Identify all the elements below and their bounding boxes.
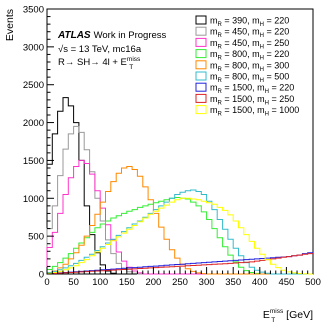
atlas-status: Work in Progress — [94, 30, 167, 41]
x-tick-label: 150 — [119, 277, 135, 288]
x-tick-label: 200 — [145, 277, 161, 288]
x-tick-label: 50 — [68, 277, 79, 288]
x-tick-label: 300 — [199, 277, 215, 288]
legend-swatch — [195, 15, 207, 25]
legend-label: mR = 1500, mH = 1000 — [210, 105, 299, 118]
y-tick-label: 3000 — [23, 42, 44, 53]
legend-swatch — [195, 82, 207, 92]
x-tick-label: 450 — [278, 277, 294, 288]
x-axis-title-unit: [GeV] — [283, 309, 313, 321]
legend-swatch — [195, 105, 207, 115]
atlas-label: ATLAS Work in Progress — [57, 30, 167, 41]
y-tick-label: 2500 — [23, 80, 44, 91]
x-axis-title-sub: T — [271, 317, 275, 324]
legend-swatch — [195, 60, 207, 70]
legend-label: mR = 390, mH = 220 — [210, 16, 289, 29]
series-line-5 — [46, 189, 313, 275]
legend-swatch — [195, 37, 207, 47]
legend-label: mR = 1500, mH = 250 — [210, 94, 294, 107]
legend-swatch — [195, 71, 207, 81]
x-axis-title-sup: miss — [270, 308, 284, 315]
y-tick-label: 3500 — [23, 5, 44, 16]
process-sup: miss — [127, 56, 141, 63]
x-tick-label: 400 — [252, 277, 268, 288]
atlas-experiment: ATLAS — [57, 30, 91, 41]
series-line-0 — [46, 97, 313, 275]
y-tick-label: 1500 — [23, 156, 44, 167]
x-tick-label: 500 — [305, 277, 321, 288]
legend-label: mR = 450, mH = 250 — [210, 38, 289, 51]
legend-swatch — [195, 49, 207, 59]
process-label: R→ SH→ 4l + Emiss T — [58, 56, 141, 71]
axis-layer: 0 50 100 150 200 250 300 350 400 450 500 0 500 1000 15… — [23, 5, 321, 289]
process-main: R→ SH→ 4l + E — [58, 57, 127, 68]
series-line-8 — [46, 197, 313, 275]
y-tick-label: 2000 — [23, 118, 44, 129]
legend-label: mR = 450, mH = 220 — [210, 27, 289, 40]
series-line-3 — [46, 197, 313, 275]
energy-label: √s = 13 TeV, mc16a — [58, 44, 142, 55]
legend-label: mR = 800, mH = 220 — [210, 49, 289, 62]
x-axis-title: Emiss T [GeV] — [263, 308, 313, 324]
x-tick-label: 250 — [172, 277, 188, 288]
x-tick-label: 0 — [44, 277, 49, 288]
legend-swatch — [195, 26, 207, 36]
legend-swatch — [195, 93, 207, 103]
legend-label: mR = 800, mH = 500 — [210, 72, 289, 85]
x-tick-label: 350 — [225, 277, 241, 288]
legend-label: mR = 1500, mH = 220 — [210, 83, 294, 96]
y-tick-label: 0 — [39, 270, 44, 281]
x-axis-title-main: E — [263, 309, 270, 321]
y-tick-label: 1000 — [23, 194, 44, 205]
x-tick-label: 100 — [92, 277, 108, 288]
y-tick-label: 500 — [28, 232, 44, 243]
series-layer — [46, 97, 313, 275]
y-axis-title: Events — [4, 9, 16, 41]
legend-label: mR = 800, mH = 300 — [210, 60, 289, 73]
process-sub: T — [129, 64, 133, 71]
series-line-4 — [46, 166, 313, 275]
